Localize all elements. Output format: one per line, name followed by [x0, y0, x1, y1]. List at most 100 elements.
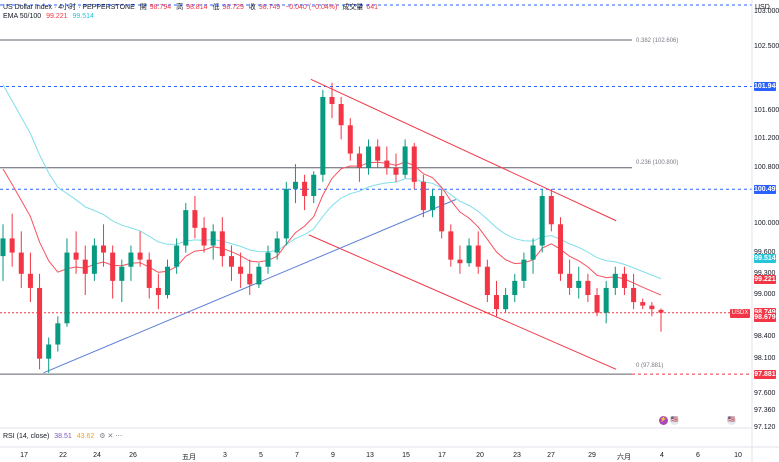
time-tick-label: 27 [547, 452, 555, 459]
candle-body [91, 245, 97, 274]
time-tick-label: 23 [513, 452, 521, 459]
candle-body [384, 160, 390, 168]
us-flag-icon[interactable]: 🇺🇸 [727, 416, 736, 425]
price-tick-label: 101.600 [754, 107, 779, 115]
candle-body [119, 266, 125, 281]
candle-body [210, 231, 216, 246]
candle-body [64, 252, 70, 324]
rsi-ma-value: 43.62 [76, 433, 95, 440]
candle-body [183, 210, 189, 246]
time-tick-label: 22 [59, 452, 67, 459]
time-tick-label: 5 [259, 452, 263, 459]
candle-body [164, 266, 171, 296]
time-tick-label: 26 [129, 452, 137, 459]
candle-body [585, 280, 591, 296]
candle-body [411, 146, 417, 182]
price-tick-label: 97.120 [754, 424, 776, 431]
price-tag: 100.495 [754, 184, 779, 194]
candle-body [146, 259, 152, 288]
time-tick-label: 17 [20, 452, 28, 459]
candle-body [274, 238, 280, 253]
candle-body [18, 252, 24, 274]
candle-body [110, 252, 116, 281]
time-tick-label: 20 [476, 452, 484, 459]
candle-body [228, 256, 234, 267]
ema50-value: 99.221 [46, 13, 68, 20]
candle-body [594, 295, 600, 313]
candle-body [548, 195, 554, 225]
candle-body [631, 287, 637, 303]
candle-body [311, 174, 317, 196]
time-tick-label: 17 [438, 452, 446, 459]
candle-body [320, 96, 326, 175]
symbol-title[interactable]: US Dollar Index · 4小时 · PEPPERSTONE [3, 4, 135, 11]
price-tag: 101.948 [754, 81, 779, 91]
symbol-header: US Dollar Index · 4小时 · PEPPERSTONE 開 98.… [3, 3, 381, 12]
candle-body [640, 302, 646, 306]
candle-body [512, 280, 518, 296]
candle-body [576, 280, 582, 288]
candle-body [612, 273, 618, 288]
rsi-value: 38.51 [54, 433, 72, 440]
ema100-value: 99.514 [72, 13, 94, 20]
candle-body [603, 287, 609, 313]
candle-body [393, 167, 399, 175]
open-label: 開 [139, 4, 147, 11]
candle-body [265, 252, 271, 267]
candle-body [192, 210, 198, 228]
lightning-icon[interactable]: ⚡ [659, 416, 668, 425]
rsi-more-icon[interactable]: ⚙ ✕ ⋯ [99, 433, 123, 440]
ema100-line [2, 84, 662, 280]
volume-value: 641 [366, 4, 378, 11]
candle-body [55, 323, 61, 345]
price-tick-label: 98.400 [754, 333, 776, 341]
price-tick-label: 99.000 [754, 291, 776, 299]
candle-body [530, 245, 536, 260]
candle-body [9, 238, 15, 253]
price-tick-label: 103.000 [754, 8, 779, 16]
candle-body [46, 344, 52, 359]
candle-body [457, 259, 463, 264]
close-value: 98.749 [258, 4, 281, 11]
ema-legend: EMA 50/100 99.221 99.514 [3, 12, 97, 21]
rsi-legend: RSI (14, close) 38.51 43.62 ⚙ ✕ ⋯ [3, 432, 125, 440]
high-value: 98.814 [186, 4, 208, 11]
price-tag: 99.221 [754, 274, 776, 284]
candle-body [521, 259, 527, 281]
channel-upper-line [310, 78, 617, 222]
close-label: 收 [248, 4, 256, 11]
price-tick-label: 100.000 [754, 220, 779, 228]
candle-body [82, 259, 88, 274]
horizontal-levels [0, 4, 752, 375]
price-tag: 98.679 [754, 313, 776, 323]
candle-body [375, 146, 381, 161]
candle-body [448, 231, 454, 260]
fib-0236-label: 0.236 (100.800) [636, 160, 679, 166]
candle-body [128, 252, 134, 267]
price-tag: 99.514 [754, 254, 776, 264]
us-flag-icon[interactable]: 🇺🇸 [670, 416, 679, 425]
candle-body [493, 295, 500, 310]
price-tick-label: 97.360 [754, 407, 776, 415]
candle-body [366, 146, 372, 168]
time-tick-label: 7 [295, 452, 299, 459]
candle-body [329, 96, 335, 105]
candle-body [402, 146, 408, 175]
ema-label[interactable]: EMA 50/100 [3, 13, 42, 20]
time-tick-label: 10 [734, 452, 742, 459]
candle-body [338, 104, 344, 126]
candle-body [475, 245, 481, 267]
price-tick-label: 98.100 [754, 354, 776, 362]
candle-body [37, 287, 43, 359]
candle-body [0, 238, 6, 257]
rsi-label[interactable]: RSI (14, close) [3, 433, 50, 440]
price-tick-label: 101.200 [754, 135, 779, 143]
candle-body [174, 245, 180, 267]
candle-body [649, 305, 655, 310]
candle-body [466, 245, 472, 264]
fib-0382-label: 0.382 (102.606) [636, 38, 679, 44]
candle-body [219, 231, 225, 257]
time-tick-label: 6 [696, 452, 700, 459]
time-tick-label: 六月 [617, 454, 631, 461]
